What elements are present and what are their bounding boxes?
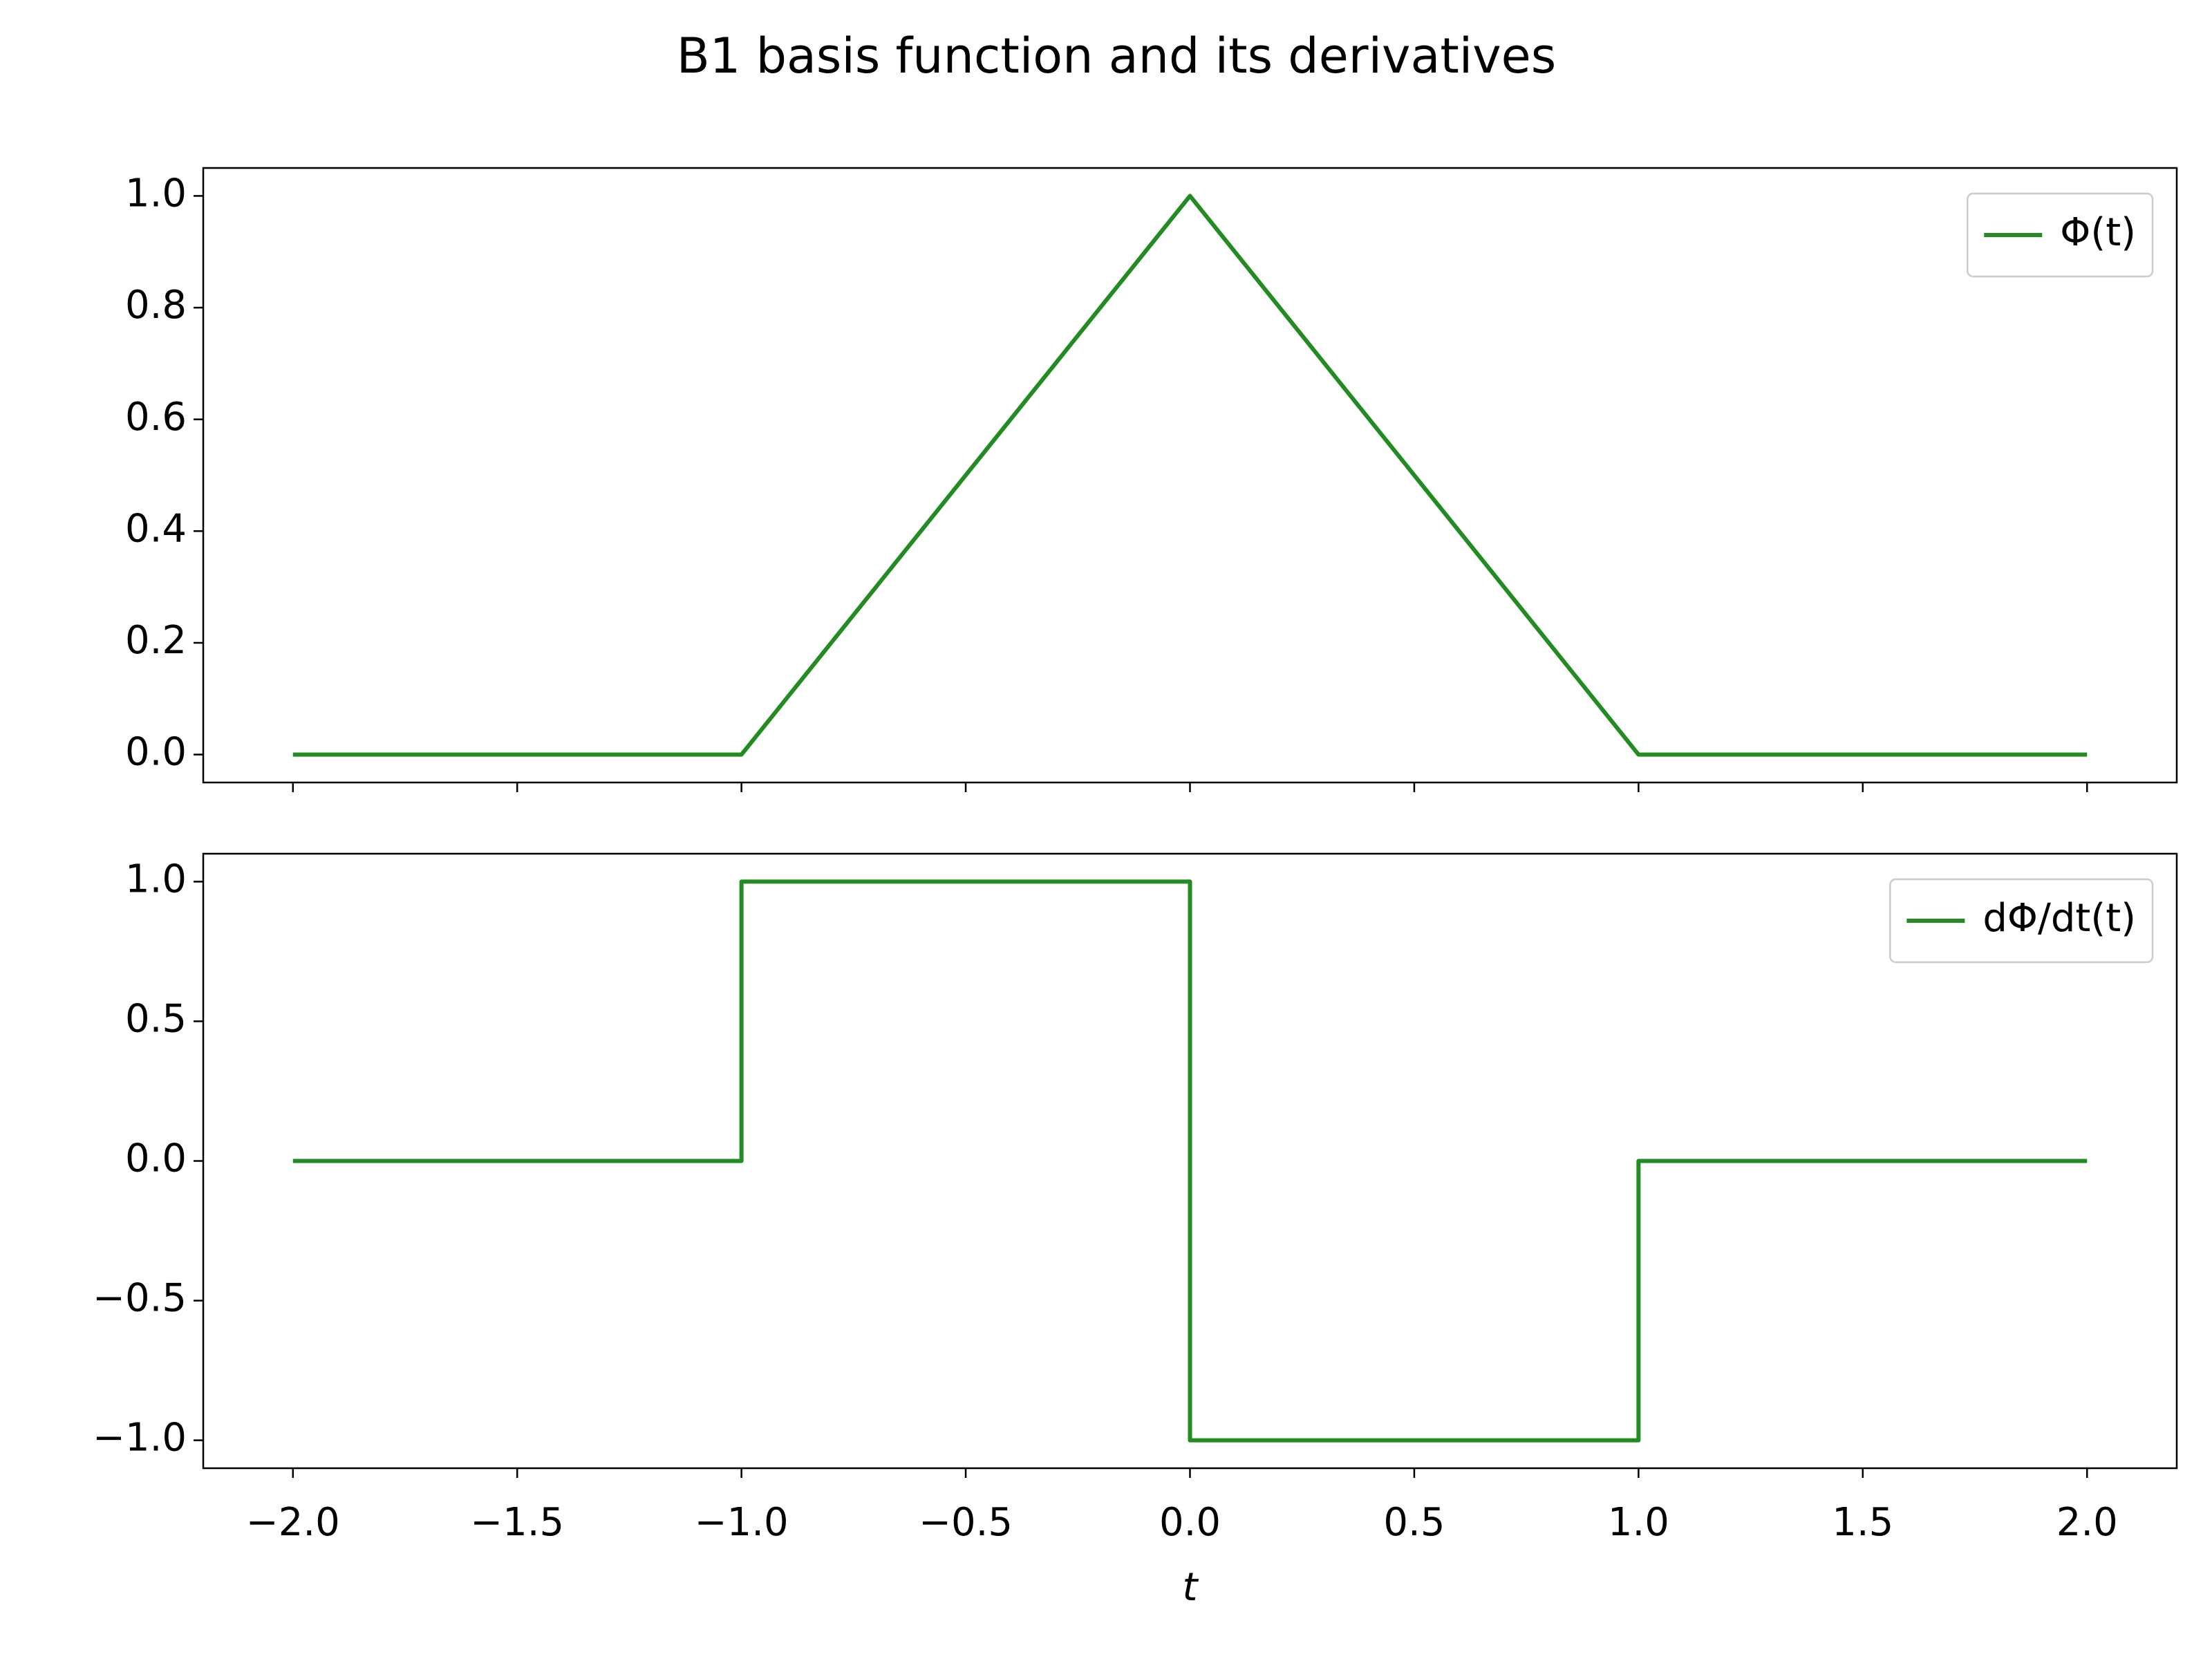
x-tick-label: 1.0 bbox=[1608, 1500, 1669, 1545]
y-tick-label: 1.0 bbox=[125, 171, 187, 216]
x-tick-label: 0.5 bbox=[1383, 1500, 1445, 1545]
data-line bbox=[292, 194, 2088, 757]
legend: dΦ/dt(t) bbox=[1889, 878, 2154, 964]
y-tick-label: 0.0 bbox=[125, 730, 187, 775]
y-tick-label: 1.0 bbox=[125, 857, 187, 902]
y-tick-label: −0.5 bbox=[93, 1276, 187, 1321]
x-tick-label: 0.0 bbox=[1159, 1500, 1221, 1545]
axes-frame bbox=[202, 852, 2178, 1470]
y-tick-label: 0.2 bbox=[125, 618, 187, 663]
y-tick-label: 0.5 bbox=[125, 997, 187, 1042]
figure-title: B1 basis function and its derivatives bbox=[677, 28, 1556, 84]
y-tick-label: 0.8 bbox=[125, 283, 187, 328]
x-tick-label: 2.0 bbox=[2056, 1500, 2118, 1545]
x-tick-label: −0.5 bbox=[919, 1500, 1013, 1545]
x-tick-label: −1.0 bbox=[695, 1500, 789, 1545]
x-tick-label: −1.5 bbox=[470, 1500, 564, 1545]
x-tick-label: 1.5 bbox=[1832, 1500, 1893, 1545]
x-tick-label: −2.0 bbox=[246, 1500, 340, 1545]
axes-frame bbox=[202, 167, 2178, 784]
legend: Φ(t) bbox=[1967, 192, 2154, 278]
y-tick-label: −1.0 bbox=[93, 1416, 187, 1461]
y-tick-label: 0.4 bbox=[125, 506, 187, 551]
data-line bbox=[292, 879, 2088, 1443]
legend-box bbox=[1889, 878, 2154, 964]
y-tick-label: 0.6 bbox=[125, 395, 187, 440]
legend-label: Φ(t) bbox=[2060, 210, 2136, 255]
legend-label: dΦ/dt(t) bbox=[1983, 896, 2136, 941]
x-axis-label: t bbox=[1183, 1565, 1199, 1610]
legend-box bbox=[1967, 192, 2154, 278]
y-tick-label: 0.0 bbox=[125, 1136, 187, 1181]
